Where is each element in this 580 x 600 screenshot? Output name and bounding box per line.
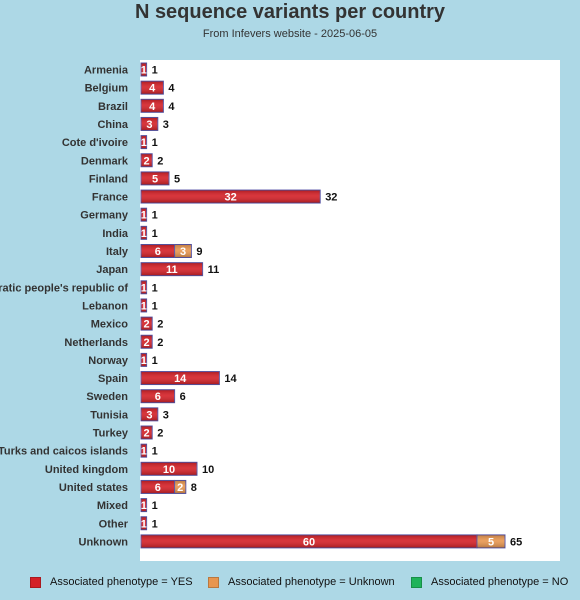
total-value-label: 5 (174, 173, 180, 185)
chart-subtitle: From Infevers website - 2025-06-05 (202, 28, 378, 40)
legend-swatch (208, 576, 219, 588)
total-value-label: 4 (168, 83, 175, 95)
category-label: Turkey (93, 428, 129, 440)
category-label: Lao, democratic people's republic of (0, 282, 128, 294)
total-value-label: 1 (152, 210, 158, 222)
legend-swatch (411, 576, 422, 588)
segment-value-label: 6 (155, 391, 161, 403)
category-label: Mixed (97, 500, 128, 512)
total-value-label: 1 (152, 355, 158, 367)
segment-value-label: 10 (163, 464, 175, 476)
total-value-label: 32 (325, 192, 337, 204)
total-value-label: 3 (163, 409, 169, 421)
total-value-label: 1 (152, 282, 158, 294)
segment-value-label: 1 (141, 518, 147, 530)
segment-value-label: 1 (141, 282, 147, 294)
category-label: France (92, 192, 128, 204)
category-label: Finland (89, 173, 128, 185)
segment-value-label: 1 (141, 137, 147, 149)
category-label: Tunisia (90, 409, 129, 421)
segment-value-label: 5 (488, 536, 494, 548)
total-value-label: 9 (196, 246, 202, 258)
segment-value-label: 6 (155, 482, 161, 494)
segment-value-label: 1 (141, 446, 147, 458)
total-value-label: 8 (191, 482, 197, 494)
segment-value-label: 2 (177, 482, 183, 494)
category-label: Other (99, 518, 129, 530)
category-label: Norway (88, 355, 129, 367)
segment-value-label: 1 (141, 65, 147, 77)
segment-value-label: 5 (152, 173, 158, 185)
total-value-label: 1 (152, 500, 158, 512)
total-value-label: 65 (510, 536, 522, 548)
category-label: Armenia (84, 65, 129, 77)
category-label: China (97, 119, 128, 131)
legend-label: Associated phenotype = Unknown (228, 576, 395, 588)
category-label: Unknown (79, 536, 129, 548)
total-value-label: 1 (152, 137, 158, 149)
segment-value-label: 2 (144, 155, 150, 167)
legend-swatch (30, 576, 41, 588)
segment-value-label: 2 (144, 428, 150, 440)
plot-area (140, 60, 560, 561)
segment-value-label: 2 (144, 319, 150, 331)
total-value-label: 2 (157, 428, 163, 440)
segment-value-label: 1 (141, 210, 147, 222)
segment-value-label: 60 (303, 536, 315, 548)
segment-value-label: 14 (174, 373, 187, 385)
segment-value-label: 11 (166, 264, 178, 276)
total-value-label: 1 (152, 300, 158, 312)
legend-item[interactable]: Associated phenotype = Unknown (208, 575, 395, 589)
total-value-label: 1 (152, 518, 158, 530)
total-value-label: 10 (202, 464, 214, 476)
category-label: Sweden (86, 391, 128, 403)
total-value-label: 14 (224, 373, 237, 385)
category-label: Italy (106, 246, 129, 258)
category-label: Germany (80, 210, 129, 222)
total-value-label: 3 (163, 119, 169, 131)
total-value-label: 11 (208, 264, 220, 276)
category-label: Brazil (98, 101, 128, 113)
category-label: United states (59, 482, 128, 494)
category-label: Japan (96, 264, 128, 276)
category-label: Denmark (81, 155, 129, 167)
category-label: Belgium (85, 83, 129, 95)
segment-value-label: 3 (180, 246, 186, 258)
category-label: Cote d'ivoire (62, 137, 128, 149)
category-label: United kingdom (45, 464, 128, 476)
total-value-label: 2 (157, 155, 163, 167)
total-value-label: 1 (152, 446, 158, 458)
legend-label: Associated phenotype = NO (431, 576, 569, 588)
category-label: Spain (98, 373, 128, 385)
segment-value-label: 1 (141, 355, 147, 367)
category-label: Lebanon (82, 300, 128, 312)
total-value-label: 2 (157, 319, 163, 331)
legend-label: Associated phenotype = YES (50, 576, 193, 588)
category-label: India (102, 228, 129, 240)
category-label: Netherlands (64, 337, 128, 349)
segment-value-label: 1 (141, 500, 147, 512)
segment-value-label: 1 (141, 228, 147, 240)
segment-value-label: 3 (146, 409, 152, 421)
total-value-label: 2 (157, 337, 163, 349)
segment-value-label: 3 (146, 119, 152, 131)
segment-value-label: 4 (149, 83, 156, 95)
total-value-label: 1 (152, 228, 158, 240)
total-value-label: 6 (180, 391, 186, 403)
legend-item[interactable]: Associated phenotype = NO (411, 575, 568, 589)
segment-value-label: 1 (141, 300, 147, 312)
category-label: Turks and caicos islands (0, 446, 128, 458)
total-value-label: 1 (152, 65, 158, 77)
segment-value-label: 2 (144, 337, 150, 349)
legend-item[interactable]: Associated phenotype = YES (30, 575, 193, 589)
total-value-label: 4 (168, 101, 175, 113)
segment-value-label: 32 (224, 192, 236, 204)
segment-value-label: 6 (155, 246, 161, 258)
segment-value-label: 4 (149, 101, 156, 113)
category-label: Mexico (91, 319, 129, 331)
chart-title: N sequence variants per country (134, 1, 446, 23)
